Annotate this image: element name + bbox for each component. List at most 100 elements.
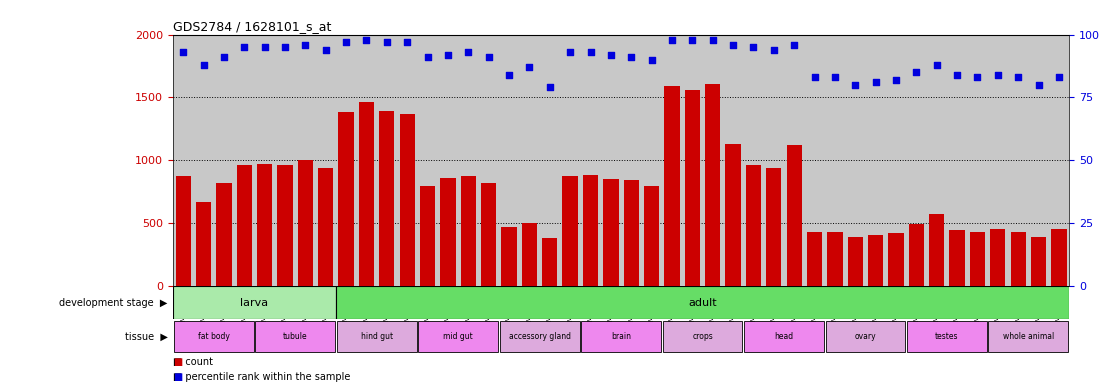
Bar xyxy=(604,179,618,286)
Bar xyxy=(886,35,906,286)
Point xyxy=(500,72,518,78)
Bar xyxy=(234,35,254,286)
Bar xyxy=(906,35,926,286)
Point xyxy=(1030,82,1048,88)
Bar xyxy=(787,145,801,286)
Bar xyxy=(337,321,416,352)
Bar xyxy=(437,35,458,286)
Text: mid gut: mid gut xyxy=(443,332,473,341)
Bar xyxy=(783,35,805,286)
Text: testes: testes xyxy=(935,332,959,341)
Point xyxy=(418,54,436,60)
Point xyxy=(704,36,722,43)
Bar xyxy=(237,165,252,286)
Point xyxy=(317,46,335,53)
Bar xyxy=(1011,232,1026,286)
Bar xyxy=(542,238,557,286)
Bar xyxy=(519,35,539,286)
Text: whole animal: whole animal xyxy=(1003,332,1054,341)
Bar xyxy=(868,235,883,286)
Bar xyxy=(725,144,741,286)
Bar xyxy=(745,165,761,286)
Bar xyxy=(682,35,703,286)
Text: brain: brain xyxy=(612,332,631,341)
Text: ■ percentile rank within the sample: ■ percentile rank within the sample xyxy=(173,372,350,382)
Bar xyxy=(827,232,843,286)
Point xyxy=(806,74,824,80)
Bar xyxy=(743,35,763,286)
Bar xyxy=(173,286,336,319)
Point xyxy=(643,56,661,63)
Bar xyxy=(540,35,560,286)
Bar xyxy=(214,35,234,286)
Text: ovary: ovary xyxy=(855,332,876,341)
Bar xyxy=(499,35,519,286)
Bar xyxy=(359,103,374,286)
Bar xyxy=(703,35,723,286)
Bar xyxy=(458,35,479,286)
Point xyxy=(297,41,315,48)
Point xyxy=(398,39,416,45)
Bar xyxy=(397,35,417,286)
Bar xyxy=(908,224,924,286)
Point xyxy=(561,49,579,55)
Text: ■ count: ■ count xyxy=(173,357,213,367)
Bar xyxy=(926,35,946,286)
Bar xyxy=(1008,35,1029,286)
Bar xyxy=(663,321,742,352)
Bar xyxy=(1049,35,1069,286)
Point xyxy=(1050,74,1068,80)
Text: ■: ■ xyxy=(173,357,182,367)
Bar xyxy=(278,165,292,286)
Point xyxy=(867,79,885,85)
Bar xyxy=(461,177,475,286)
Point xyxy=(907,69,925,75)
Bar xyxy=(624,180,638,286)
Bar xyxy=(581,321,661,352)
Bar xyxy=(193,35,214,286)
Bar xyxy=(723,35,743,286)
Point xyxy=(969,74,987,80)
Bar xyxy=(767,168,781,286)
Bar xyxy=(338,113,354,286)
Bar xyxy=(988,35,1008,286)
Bar xyxy=(968,35,988,286)
Bar xyxy=(685,90,700,286)
Bar xyxy=(501,227,517,286)
Bar xyxy=(990,229,1006,286)
Bar xyxy=(196,202,211,286)
Bar xyxy=(845,35,865,286)
Text: development stage  ▶: development stage ▶ xyxy=(59,298,167,308)
Bar xyxy=(807,232,822,286)
Point xyxy=(480,54,498,60)
Point xyxy=(663,36,681,43)
Bar xyxy=(888,233,904,286)
Bar xyxy=(907,321,987,352)
Point xyxy=(764,46,782,53)
Bar xyxy=(376,35,397,286)
Bar xyxy=(522,223,537,286)
Text: GDS2784 / 1628101_s_at: GDS2784 / 1628101_s_at xyxy=(173,20,331,33)
Bar xyxy=(826,321,905,352)
Bar xyxy=(254,35,275,286)
Bar xyxy=(642,35,662,286)
Point xyxy=(276,44,294,50)
Text: tissue  ▶: tissue ▶ xyxy=(125,331,167,341)
Bar xyxy=(583,175,598,286)
Bar xyxy=(175,177,191,286)
Bar xyxy=(620,35,642,286)
Point xyxy=(1009,74,1027,80)
Bar xyxy=(744,321,824,352)
Bar xyxy=(174,321,253,352)
Bar xyxy=(298,160,312,286)
Bar xyxy=(580,35,600,286)
Bar xyxy=(356,35,377,286)
Point xyxy=(541,84,559,90)
Bar xyxy=(1051,229,1067,286)
Point xyxy=(256,44,273,50)
Bar xyxy=(400,114,415,286)
Bar xyxy=(418,321,498,352)
Point xyxy=(683,36,701,43)
Bar xyxy=(336,35,356,286)
Point xyxy=(887,77,905,83)
